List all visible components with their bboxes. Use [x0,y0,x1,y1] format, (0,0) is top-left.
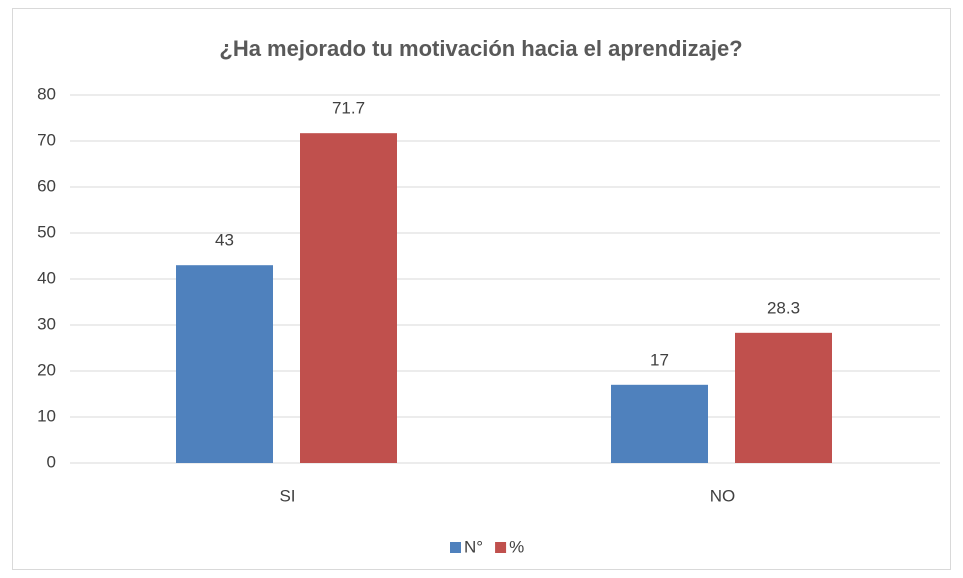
bar [735,332,832,463]
data-label: 17 [650,350,669,369]
data-label: 28.3 [767,298,800,317]
data-label: 71.7 [332,99,365,118]
bar [176,265,273,463]
y-tick-label: 60 [37,176,56,195]
data-label: 43 [215,231,234,250]
legend-swatch [450,542,461,553]
bar [300,133,397,463]
x-tick-label: SI [279,486,295,505]
y-tick-label: 80 [37,84,56,103]
y-tick-label: 20 [37,360,56,379]
y-tick-label: 40 [37,268,56,287]
legend-swatch [495,542,507,553]
y-tick-label: 70 [37,130,56,149]
legend-label: N° [464,537,483,556]
chart-border [12,8,951,570]
y-tick-label: 50 [37,222,56,241]
x-tick-label: NO [710,486,736,505]
chart-title: ¿Ha mejorado tu motivación hacia el apre… [219,36,742,61]
bar [611,384,708,463]
y-tick-label: 0 [47,452,56,471]
y-tick-label: 10 [37,406,56,425]
legend-label: % [509,537,524,556]
y-tick-label: 30 [37,314,56,333]
